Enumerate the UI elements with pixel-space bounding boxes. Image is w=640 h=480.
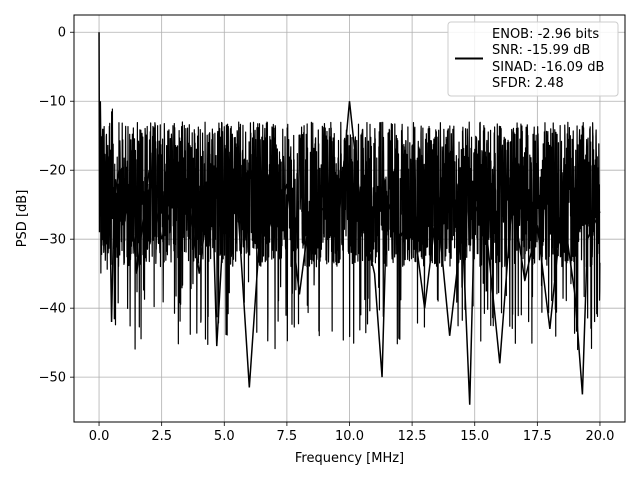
x-tick-label: 10.0 xyxy=(335,429,364,444)
y-axis-label: PSD [dB] xyxy=(15,190,30,248)
y-tick-label: −10 xyxy=(39,95,66,110)
x-tick-label: 2.5 xyxy=(151,429,172,444)
x-tick-label: 0.0 xyxy=(89,429,110,444)
y-tick-label: 0 xyxy=(58,26,66,41)
legend-entry-snr: SNR: -15.99 dB xyxy=(492,43,590,58)
y-tick-label: −40 xyxy=(39,302,66,317)
x-axis: 0.0 2.5 5.0 7.5 10.0 12.5 15.0 17.5 20.0 xyxy=(89,422,614,444)
x-tick-label: 17.5 xyxy=(523,429,552,444)
y-tick-label: −30 xyxy=(39,233,66,248)
legend-box xyxy=(447,21,619,97)
x-tick-label: 15.0 xyxy=(460,429,489,444)
x-axis-label: Frequency [MHz] xyxy=(295,451,404,466)
legend: ENOB: -2.96 bits SNR: -15.99 dB SINAD: -… xyxy=(447,21,619,97)
legend-entry-enob: ENOB: -2.96 bits xyxy=(492,27,599,42)
noise-floor-path xyxy=(99,108,601,351)
noise-floor-trace xyxy=(99,108,601,351)
x-tick-label: 12.5 xyxy=(398,429,427,444)
y-tick-label: −20 xyxy=(39,164,66,179)
x-tick-label: 5.0 xyxy=(214,429,235,444)
x-tick-label: 20.0 xyxy=(585,429,614,444)
legend-entry-sinad: SINAD: -16.09 dB xyxy=(492,60,604,75)
x-tick-label: 7.5 xyxy=(277,429,298,444)
legend-entry-sfdr: SFDR: 2.48 xyxy=(492,76,564,91)
psd-line xyxy=(98,32,601,405)
psd-series xyxy=(98,32,601,405)
y-axis: 0 −10 −20 −30 −40 −50 xyxy=(39,26,74,386)
y-tick-label: −50 xyxy=(39,371,66,386)
